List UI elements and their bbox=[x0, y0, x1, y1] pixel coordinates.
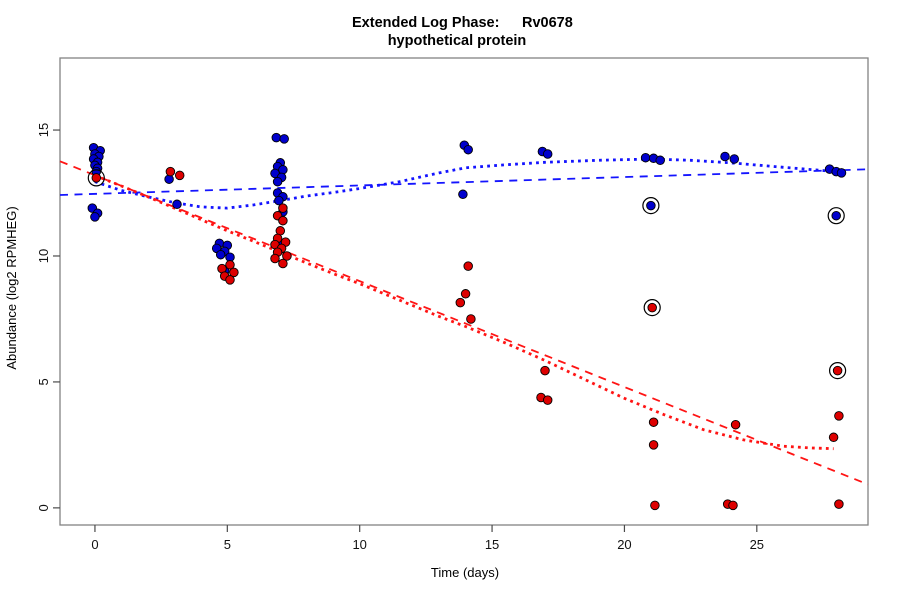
blue-data-point bbox=[458, 189, 468, 200]
red-data-point bbox=[832, 365, 843, 376]
blue-data-point bbox=[90, 212, 100, 222]
red-data-point bbox=[225, 275, 235, 285]
x-tick-label: 5 bbox=[224, 537, 231, 552]
x-tick-label: 15 bbox=[485, 537, 499, 552]
red-data-point bbox=[828, 432, 839, 443]
red-data-point bbox=[225, 260, 235, 270]
title-subtitle: hypothetical protein bbox=[388, 33, 527, 49]
blue-data-point bbox=[215, 249, 226, 260]
blue-data-point bbox=[172, 199, 182, 210]
x-tick-label: 10 bbox=[352, 537, 366, 552]
red-data-point bbox=[278, 258, 288, 269]
chart-title: Extended Log Phase: Rv0678 hypothetical … bbox=[352, 15, 573, 49]
y-tick-label: 5 bbox=[36, 378, 51, 385]
red-data-point bbox=[460, 289, 471, 299]
red-data-point bbox=[270, 253, 280, 264]
red-data-point bbox=[728, 500, 738, 511]
blue-data-point bbox=[836, 168, 847, 178]
data-points bbox=[87, 132, 847, 511]
red-data-point bbox=[91, 173, 102, 183]
red-loess-fit-line bbox=[94, 174, 834, 451]
blue-data-point bbox=[720, 151, 730, 162]
red-data-point bbox=[540, 365, 550, 376]
blue-data-point bbox=[463, 144, 473, 155]
plot-border bbox=[59, 57, 869, 526]
y-tick-label: 0 bbox=[36, 504, 51, 511]
red-data-point bbox=[648, 417, 659, 427]
red-data-point bbox=[455, 297, 466, 308]
outlier-flag-circle bbox=[827, 207, 845, 225]
red-data-point bbox=[647, 302, 657, 313]
red-linear-fit-line bbox=[59, 160, 869, 486]
outlier-flag-circle bbox=[87, 169, 105, 187]
title-gene: Rv0678 bbox=[522, 15, 573, 31]
red-data-point bbox=[165, 166, 176, 177]
blue-data-point bbox=[274, 195, 284, 206]
blue-data-point bbox=[279, 134, 289, 144]
blue-data-point bbox=[655, 155, 665, 166]
flagged-outlier-circles bbox=[87, 169, 847, 380]
outlier-flag-circle bbox=[643, 299, 661, 317]
title-phase: Extended Log Phase: bbox=[352, 15, 499, 31]
red-data-point bbox=[648, 440, 659, 450]
red-data-point bbox=[542, 395, 553, 405]
blue-data-point bbox=[646, 200, 656, 211]
x-tick-label: 0 bbox=[91, 537, 98, 552]
red-data-point bbox=[834, 411, 844, 421]
red-data-point bbox=[229, 267, 239, 278]
fit-lines bbox=[59, 157, 869, 486]
axis-ticks: 0 5 10 15 20 25 0 5 10 15 bbox=[36, 123, 764, 552]
red-data-point bbox=[278, 203, 288, 213]
red-data-point bbox=[834, 499, 844, 509]
x-tick-label: 25 bbox=[750, 537, 764, 552]
blue-data-point bbox=[831, 210, 841, 221]
blue-data-point bbox=[164, 174, 174, 184]
y-tick-label: 10 bbox=[36, 249, 51, 263]
blue-loess-fit-line bbox=[94, 157, 837, 210]
red-data-point bbox=[278, 215, 288, 226]
y-axis-label: Abundance (log2 RPMHEG) bbox=[4, 206, 19, 369]
blue-data-point bbox=[271, 132, 282, 143]
red-data-point bbox=[650, 500, 660, 511]
blue-data-point bbox=[272, 176, 283, 187]
x-axis-label: Time (days) bbox=[431, 565, 499, 580]
red-data-point bbox=[730, 419, 741, 430]
blue-data-point bbox=[729, 154, 740, 164]
blue-data-point bbox=[542, 149, 553, 159]
blue-linear-fit-line bbox=[59, 168, 869, 196]
outlier-flag-circle bbox=[828, 362, 847, 380]
blue-data-point bbox=[640, 152, 651, 163]
red-data-point bbox=[463, 261, 473, 271]
blue-data-point bbox=[278, 165, 288, 175]
x-tick-label: 20 bbox=[617, 537, 631, 552]
outlier-flag-circle bbox=[642, 197, 660, 215]
red-data-point bbox=[282, 251, 292, 261]
red-data-point bbox=[174, 170, 185, 181]
red-data-point bbox=[466, 314, 476, 324]
y-tick-label: 15 bbox=[36, 123, 51, 137]
